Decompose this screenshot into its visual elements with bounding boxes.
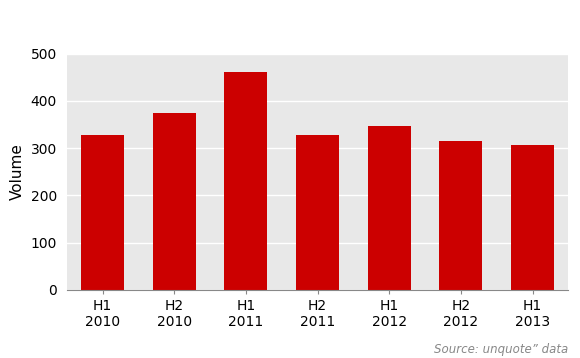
Bar — [296, 135, 339, 290]
Text: Source: unquote” data: Source: unquote” data — [434, 343, 568, 356]
Bar — [153, 113, 195, 290]
Text: Volume of European private equity exits: Volume of European private equity exits — [123, 15, 515, 34]
Bar — [440, 141, 483, 290]
Bar — [368, 126, 411, 290]
Bar — [81, 135, 124, 290]
Bar — [224, 72, 267, 290]
Bar — [511, 145, 554, 290]
Y-axis label: Volume: Volume — [10, 144, 25, 200]
